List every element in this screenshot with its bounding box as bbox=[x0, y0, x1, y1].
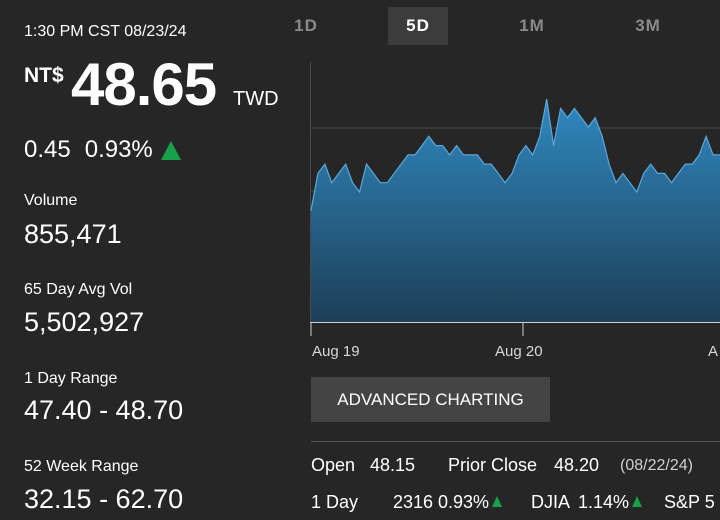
price-change-percent: 0.93% bbox=[84, 136, 153, 163]
sp500-label[interactable]: S&P 5 bbox=[664, 492, 715, 512]
tab-1d[interactable]: 1D bbox=[294, 16, 318, 35]
avg-volume-label: 65 Day Avg Vol bbox=[24, 281, 133, 298]
tab-1m[interactable]: 1M bbox=[519, 16, 545, 35]
currency-symbol: NT$ bbox=[24, 64, 64, 87]
x-tick-label: A bbox=[708, 343, 719, 360]
quote-timestamp: 1:30 PM CST 08/23/24 bbox=[24, 23, 187, 40]
djia-percent: 1.14% bbox=[578, 492, 643, 513]
one-day-value: 2316 bbox=[393, 492, 434, 512]
up-arrow-icon bbox=[492, 496, 503, 507]
tab-3m[interactable]: 3M bbox=[635, 16, 661, 35]
open-value: 48.15 bbox=[370, 455, 416, 475]
prior-close-value: 48.20 bbox=[554, 455, 600, 475]
price-area bbox=[311, 99, 720, 322]
currency-code: TWD bbox=[233, 88, 279, 110]
price-change-row: 0.45 0.93% bbox=[24, 136, 181, 164]
tab-5d[interactable]: 5D bbox=[388, 7, 448, 45]
prior-close-label: Prior Close bbox=[448, 455, 538, 475]
divider bbox=[311, 441, 720, 442]
price-change: 0.45 bbox=[24, 136, 71, 163]
last-price: 48.65 bbox=[71, 51, 217, 118]
prior-close-date: (08/22/24) bbox=[620, 457, 693, 474]
volume-label: Volume bbox=[24, 192, 78, 209]
one-day-label: 1 Day bbox=[311, 492, 359, 512]
price-line bbox=[310, 98, 720, 211]
up-arrow-icon bbox=[160, 140, 181, 160]
day-range-value: 47.40 - 48.70 bbox=[24, 395, 184, 425]
avg-volume-value: 5,502,927 bbox=[24, 307, 145, 337]
x-tick-label: Aug 20 bbox=[495, 343, 543, 360]
djia-percent-value: 1.14% bbox=[578, 492, 630, 512]
x-tick-label: Aug 19 bbox=[312, 343, 360, 360]
advanced-charting-button[interactable]: ADVANCED CHARTING bbox=[311, 377, 550, 422]
one-day-percent: 0.93% bbox=[438, 492, 503, 513]
djia-label[interactable]: DJIA bbox=[531, 492, 571, 512]
week52-range-label: 52 Week Range bbox=[24, 458, 139, 475]
volume-value: 855,471 bbox=[24, 219, 122, 249]
up-arrow-icon bbox=[632, 496, 643, 507]
week52-range-value: 32.15 - 62.70 bbox=[24, 484, 184, 514]
one-day-percent-value: 0.93% bbox=[438, 492, 490, 512]
day-range-label: 1 Day Range bbox=[24, 370, 118, 387]
price-chart[interactable] bbox=[310, 62, 720, 337]
open-label: Open bbox=[311, 455, 356, 475]
